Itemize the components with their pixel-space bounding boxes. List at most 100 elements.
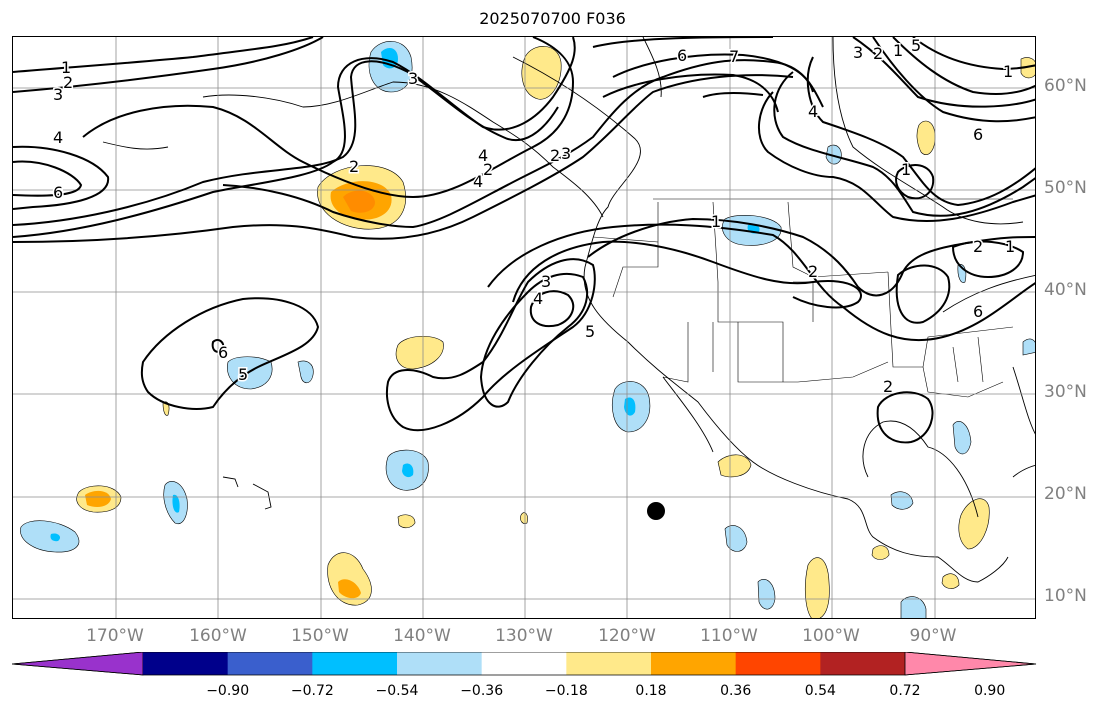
contour <box>852 37 1035 108</box>
contour-label: 3 <box>408 69 418 88</box>
coastline <box>832 37 1024 225</box>
anomaly-blob-negative <box>825 144 842 165</box>
contour <box>602 73 779 113</box>
anomaly-blob-negative <box>297 360 314 384</box>
longitude-label: 170°W <box>86 626 144 646</box>
anomaly-blob-negative <box>757 579 776 610</box>
contour-label: 2 <box>550 146 560 165</box>
contour <box>912 37 1035 71</box>
colorbar-cell <box>143 652 229 675</box>
colorbar-tick-label: −0.72 <box>290 683 334 699</box>
contour-label: 5 <box>585 322 595 341</box>
storm-position-dot <box>647 502 665 520</box>
contour-label: 2 <box>349 157 359 176</box>
anomaly-blob-negative <box>402 463 414 478</box>
contour-label: 4 <box>478 146 488 165</box>
longitude-label: 110°W <box>700 626 758 646</box>
coastline <box>942 274 1035 313</box>
contour-label: 1 <box>1005 237 1015 256</box>
contour <box>872 37 1035 123</box>
graticule <box>13 37 1035 618</box>
colorbar-tick-label: 0.18 <box>635 683 667 699</box>
contour-label: 6 <box>677 46 687 65</box>
contour-label: 3 <box>853 43 863 62</box>
colorbar-extend-low <box>12 652 144 676</box>
colorbar-cell <box>651 652 737 675</box>
contour-label: 1 <box>61 58 71 77</box>
longitude-label: 130°W <box>495 626 553 646</box>
contour-lines <box>13 37 1035 444</box>
longitude-label: 140°W <box>393 626 451 646</box>
contour <box>702 91 764 98</box>
longitude-label: 90°W <box>909 626 957 646</box>
contour <box>806 56 1035 207</box>
colorbar-tick-label: −0.36 <box>460 683 504 699</box>
colorbar-outline <box>12 652 1037 676</box>
contour <box>895 164 935 200</box>
contour-label: 4 <box>808 102 818 121</box>
contour-label: 2 <box>63 73 73 92</box>
contour <box>13 37 324 93</box>
longitude-label: 150°W <box>291 626 349 646</box>
coastline <box>102 141 169 150</box>
contour <box>529 290 575 327</box>
colorbar-tick-label: 0.54 <box>804 683 836 699</box>
colorbar-cell <box>227 652 313 675</box>
coastline <box>642 37 662 98</box>
coastline <box>1012 464 1035 478</box>
anomaly-blob-positive <box>343 190 375 213</box>
anomaly-blob-positive <box>162 401 170 416</box>
coastline <box>662 376 714 453</box>
contour <box>895 264 951 324</box>
anomaly-blob-negative <box>50 533 61 542</box>
contour-label: 6 <box>53 183 63 202</box>
anomaly-blob-negative <box>172 494 180 513</box>
contour <box>757 91 1035 222</box>
contour-label: 1 <box>901 160 911 179</box>
latitude-label: 20°N <box>1044 484 1087 504</box>
anomaly-blob-negative <box>952 421 972 455</box>
colorbar-cell <box>735 652 821 675</box>
contour-label: 2 <box>873 44 883 63</box>
contour <box>892 37 1035 95</box>
contour <box>13 74 794 243</box>
longitude-label: 100°W <box>802 626 860 646</box>
contour-label: 4 <box>533 289 543 308</box>
anomaly-blob-positive <box>871 545 890 560</box>
colorbar-tick-label: −0.90 <box>206 683 250 699</box>
shading-layer <box>20 41 1035 618</box>
map-title: 2025070700 F036 <box>479 9 626 28</box>
colorbar-cell <box>566 652 652 675</box>
longitude-label: 120°W <box>598 626 656 646</box>
anomaly-blob-positive <box>804 557 830 618</box>
contour <box>140 297 320 410</box>
coastline <box>1012 366 1035 435</box>
anomaly-blob-positive <box>717 454 752 478</box>
latitude-label: 40°N <box>1044 280 1087 300</box>
contour-label: 1 <box>711 212 721 231</box>
contour-label: 2 <box>483 160 493 179</box>
anomaly-blob-negative <box>724 525 748 552</box>
colorbar-tick-label: −0.54 <box>375 683 419 699</box>
contour-label: 2 <box>808 262 818 281</box>
longitude-label: 160°W <box>189 626 247 646</box>
contour-label: 6 <box>218 343 228 362</box>
anomaly-blob-positive <box>521 46 562 100</box>
colorbar <box>12 652 1037 676</box>
contour <box>612 53 814 93</box>
contour-label: 2 <box>973 237 983 256</box>
anomaly-blob-positive <box>338 579 361 599</box>
anomaly-blob-positive <box>958 498 990 550</box>
coastline <box>512 56 1009 583</box>
latitude-label: 30°N <box>1044 382 1087 402</box>
contour-label: 6 <box>973 302 983 321</box>
contour <box>13 145 110 210</box>
contour <box>773 71 1035 217</box>
colorbar-cell <box>820 652 906 675</box>
anomaly-blob-negative <box>900 596 927 618</box>
contour <box>13 60 559 226</box>
contour <box>13 37 576 238</box>
